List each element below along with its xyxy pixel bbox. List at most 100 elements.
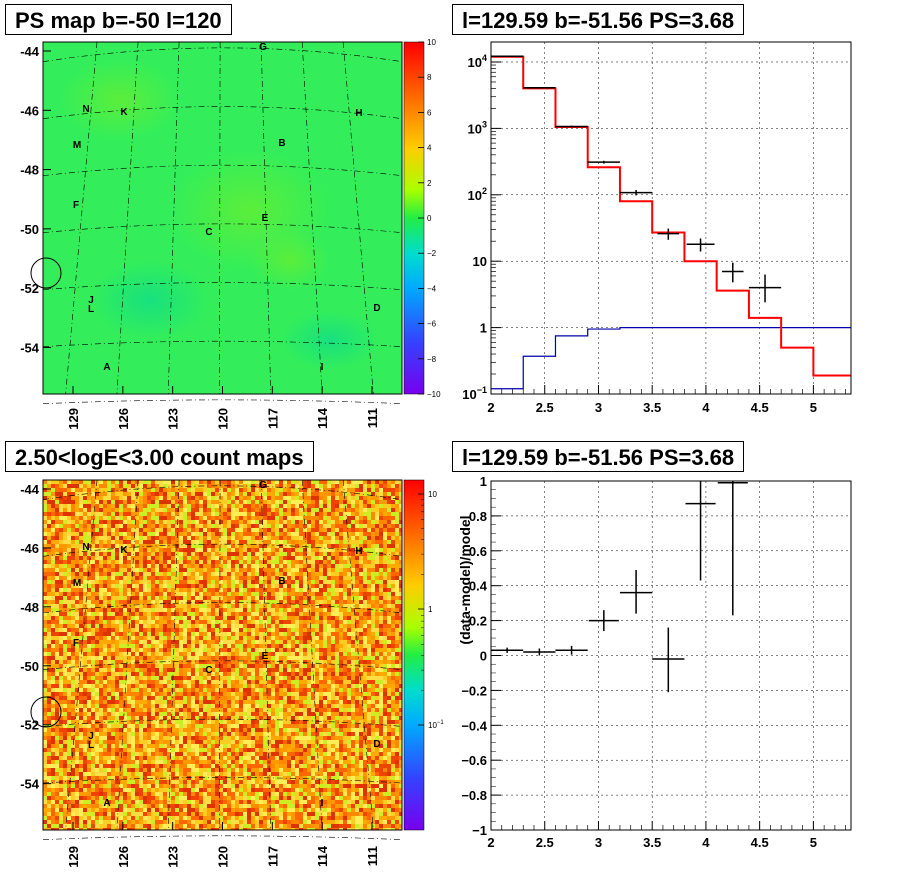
count-pixel [147, 540, 151, 544]
count-pixel [99, 488, 103, 492]
count-pixel [179, 632, 183, 636]
count-pixel [123, 560, 127, 564]
count-pixel [215, 688, 219, 692]
count-pixel [303, 508, 307, 512]
count-pixel [391, 644, 395, 648]
count-pixel [147, 596, 151, 600]
count-pixel [327, 544, 331, 548]
count-pixel [115, 644, 119, 648]
count-pixel [195, 560, 199, 564]
count-pixel [99, 612, 103, 616]
count-pixel [187, 552, 191, 556]
count-pixel [211, 612, 215, 616]
count-pixel [107, 584, 111, 588]
count-pixel [135, 640, 139, 644]
count-pixel [175, 584, 179, 588]
count-pixel [103, 644, 107, 648]
count-pixel [219, 488, 223, 492]
count-pixel [351, 504, 355, 508]
count-pixel [271, 688, 275, 692]
count-pixel [75, 488, 79, 492]
count-pixel [263, 536, 267, 540]
count-pixel [111, 672, 115, 676]
count-pixel [147, 564, 151, 568]
count-pixel [203, 660, 207, 664]
count-pixel [291, 636, 295, 640]
count-pixel [331, 688, 335, 692]
count-pixel [351, 552, 355, 556]
count-pixel [107, 548, 111, 552]
count-pixel [279, 532, 283, 536]
count-pixel [263, 516, 267, 520]
ps-map-region [60, 60, 180, 140]
count-pixel [147, 620, 151, 624]
count-pixel [379, 648, 383, 652]
count-pixel [223, 640, 227, 644]
count-pixel [259, 616, 263, 620]
count-pixel [303, 480, 307, 484]
count-pixel [139, 552, 143, 556]
count-pixel [139, 516, 143, 520]
count-pixel [199, 684, 203, 688]
count-pixel [71, 568, 75, 572]
count-pixel [239, 660, 243, 664]
count-pixel [155, 516, 159, 520]
count-pixel [83, 640, 87, 644]
count-pixel [79, 620, 83, 624]
count-pixel [95, 536, 99, 540]
count-pixel [323, 600, 327, 604]
count-pixel [55, 656, 59, 660]
count-pixel [323, 648, 327, 652]
count-pixel [207, 560, 211, 564]
count-pixel [163, 564, 167, 568]
count-pixel [323, 644, 327, 648]
count-pixel [231, 576, 235, 580]
count-pixel [247, 564, 251, 568]
count-pixel [199, 516, 203, 520]
count-pixel [251, 532, 255, 536]
count-pixel [159, 656, 163, 660]
count-pixel [47, 680, 51, 684]
count-pixel [183, 640, 187, 644]
count-pixel [291, 576, 295, 580]
count-pixel [251, 540, 255, 544]
count-pixel [339, 668, 343, 672]
count-pixel [131, 604, 135, 608]
count-pixel [135, 656, 139, 660]
count-pixel [331, 620, 335, 624]
count-pixel [71, 496, 75, 500]
count-pixel [175, 504, 179, 508]
count-pixel [291, 628, 295, 632]
count-pixel [315, 552, 319, 556]
count-pixel [355, 580, 359, 584]
count-pixel [311, 484, 315, 488]
count-pixel [395, 684, 399, 688]
count-pixel [219, 556, 223, 560]
count-pixel [327, 488, 331, 492]
count-pixel [383, 600, 387, 604]
count-pixel [287, 632, 291, 636]
count-pixel [259, 628, 263, 632]
count-pixel [247, 656, 251, 660]
count-pixel [115, 632, 119, 636]
count-pixel [243, 612, 247, 616]
count-pixel [387, 584, 391, 588]
count-pixel [219, 536, 223, 540]
count-pixel [395, 492, 399, 496]
count-pixel [91, 544, 95, 548]
count-pixel [243, 532, 247, 536]
count-pixel [119, 588, 123, 592]
count-pixel [255, 516, 259, 520]
count-pixel [359, 656, 363, 660]
count-pixel [339, 484, 343, 488]
count-pixel [319, 644, 323, 648]
count-pixel [211, 620, 215, 624]
count-pixel [263, 480, 267, 484]
count-pixel [275, 516, 279, 520]
count-pixel [123, 660, 127, 664]
count-pixel [171, 576, 175, 580]
count-pixel [51, 500, 55, 504]
count-pixel [279, 512, 283, 516]
count-pixel [279, 548, 283, 552]
count-pixel [123, 608, 127, 612]
